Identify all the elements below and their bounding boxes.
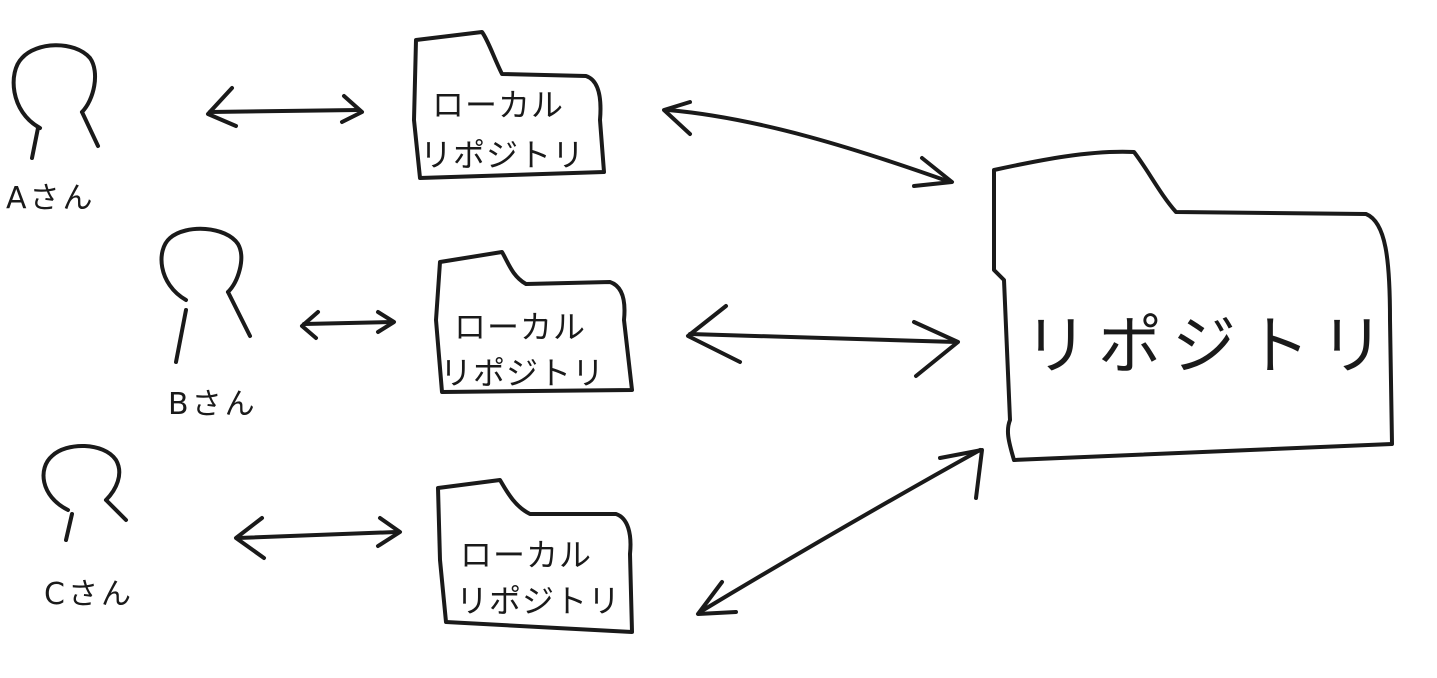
remote-repository: リポジトリ [992, 149, 1394, 462]
arrow-person-c-local-c-shaft [236, 530, 398, 540]
arrow-person-a-local-a-head-left [206, 86, 238, 128]
local-repository-b-label-line1: ローカル [454, 308, 586, 346]
local-repository-a-label-line1: ローカル [432, 86, 564, 124]
arrow-person-a-local-a-shaft [208, 108, 360, 114]
local-repository-a: ローカル リポジトリ [412, 30, 606, 180]
arrow-person-a-local-a [206, 86, 364, 128]
local-repository-c-label-line1: ローカル [460, 536, 592, 574]
arrow-local-a-remote-head-left [662, 100, 692, 136]
person-b-head-icon [159, 226, 244, 302]
arrow-local-b-remote [686, 304, 960, 378]
person-c-label: Cさん [44, 577, 134, 612]
arrow-local-a-remote-head-right [912, 156, 954, 188]
arrow-local-c-remote-head-right [938, 448, 984, 500]
local-repository-a-label-line2: リポジトリ [420, 136, 585, 174]
local-repository-b-label-line2: リポジトリ [440, 354, 605, 392]
arrow-person-c-local-c-head-right [376, 516, 402, 548]
arrow-local-b-remote-shaft [688, 332, 958, 344]
arrow-local-a-remote [662, 100, 954, 188]
person-c-body-right [104, 498, 128, 522]
person-b-body-right [226, 290, 252, 338]
local-repository-a-folder-icon [412, 30, 606, 180]
local-repository-c-folder-icon [436, 478, 634, 634]
person-a: Aさん [6, 43, 100, 216]
arrow-person-b-local-b-head-right [376, 310, 396, 334]
arrow-local-a-remote-shaft [666, 108, 952, 184]
arrow-local-c-remote-shaft [698, 448, 982, 614]
arrow-person-a-local-a-head-right [340, 94, 364, 124]
arrow-person-b-local-b-shaft [302, 320, 394, 326]
remote-repository-folder-icon [992, 149, 1394, 462]
person-a-head-icon [11, 43, 98, 130]
arrow-local-b-remote-head-right [912, 320, 960, 378]
person-a-body-right [80, 110, 100, 148]
person-c: Cさん [41, 443, 134, 612]
arrow-person-b-local-b-head-left [300, 310, 320, 340]
local-repository-c-label-line2: リポジトリ [456, 582, 621, 620]
person-c-body-left [64, 512, 74, 542]
local-repository-b-folder-icon [434, 250, 634, 394]
arrow-local-c-remote-head-left [696, 580, 738, 616]
arrow-local-c-remote [696, 448, 984, 616]
arrow-person-b-local-b [300, 310, 396, 340]
local-repository-c: ローカル リポジトリ [436, 478, 634, 634]
person-a-label: Aさん [6, 181, 96, 216]
person-b-body-left [174, 308, 188, 364]
arrow-local-b-remote-head-left [686, 304, 742, 364]
person-c-head-icon [41, 443, 122, 512]
person-b: Bさん [159, 226, 258, 422]
remote-repository-label: リポジトリ [1024, 310, 1394, 384]
person-a-body-left [30, 126, 40, 160]
arrow-person-c-local-c [234, 516, 402, 560]
local-repository-b: ローカル リポジトリ [434, 250, 634, 394]
person-b-label: Bさん [168, 387, 258, 422]
arrow-person-c-local-c-head-left [234, 516, 266, 560]
